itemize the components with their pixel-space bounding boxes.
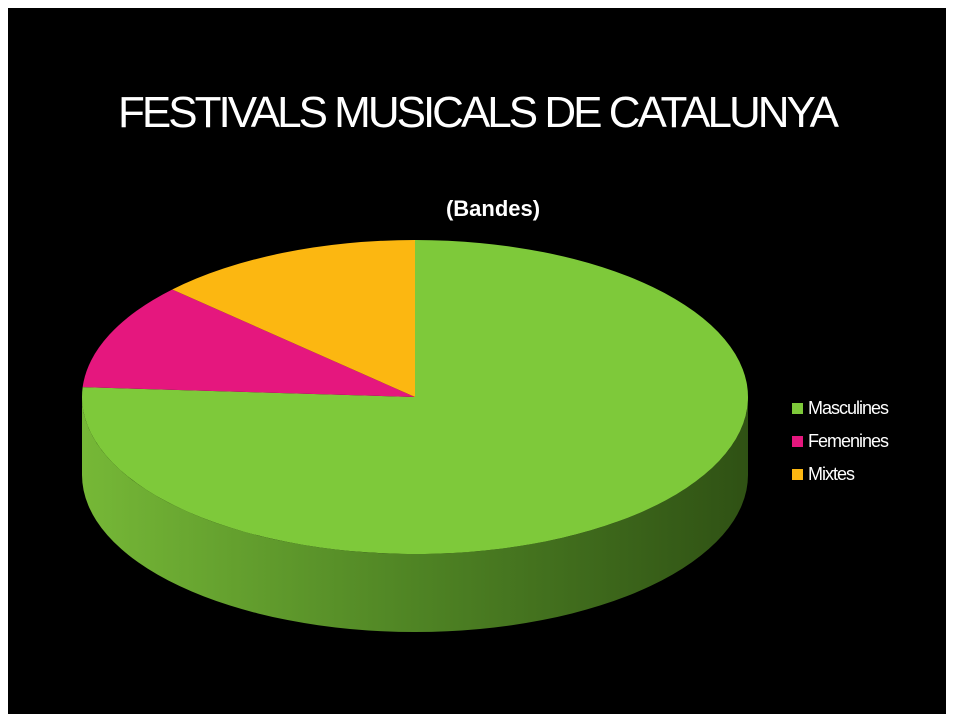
legend-item-femenines: Femenines — [792, 425, 942, 458]
legend-item-masculines: Masculines — [792, 392, 942, 425]
legend-item-mixtes: Mixtes — [792, 458, 942, 491]
legend-swatch-masculines — [792, 403, 803, 414]
legend: Masculines Femenines Mixtes — [792, 392, 942, 491]
pie-slice-femenines — [82, 289, 415, 397]
legend-label-femenines: Femenines — [808, 431, 889, 451]
slide-title: FESTIVALS MUSICALS DE CATALUNYA — [118, 88, 839, 137]
pie-slice-masculines — [82, 240, 749, 554]
pie-chart — [82, 240, 749, 632]
legend-label-mixtes: Mixtes — [808, 464, 855, 484]
legend-swatch-mixtes — [792, 469, 803, 480]
chart-title: (Bandes) — [445, 196, 541, 221]
legend-swatch-femenines — [792, 436, 803, 447]
pie-side — [82, 397, 748, 632]
legend-label-masculines: Masculines — [808, 398, 889, 418]
pie-slice-mixtes — [172, 240, 415, 397]
pie-side-masculines — [82, 397, 748, 632]
pie-slices — [82, 240, 749, 554]
slide: FESTIVALS MUSICALS DE CATALUNYA (Bandes)… — [8, 8, 946, 714]
